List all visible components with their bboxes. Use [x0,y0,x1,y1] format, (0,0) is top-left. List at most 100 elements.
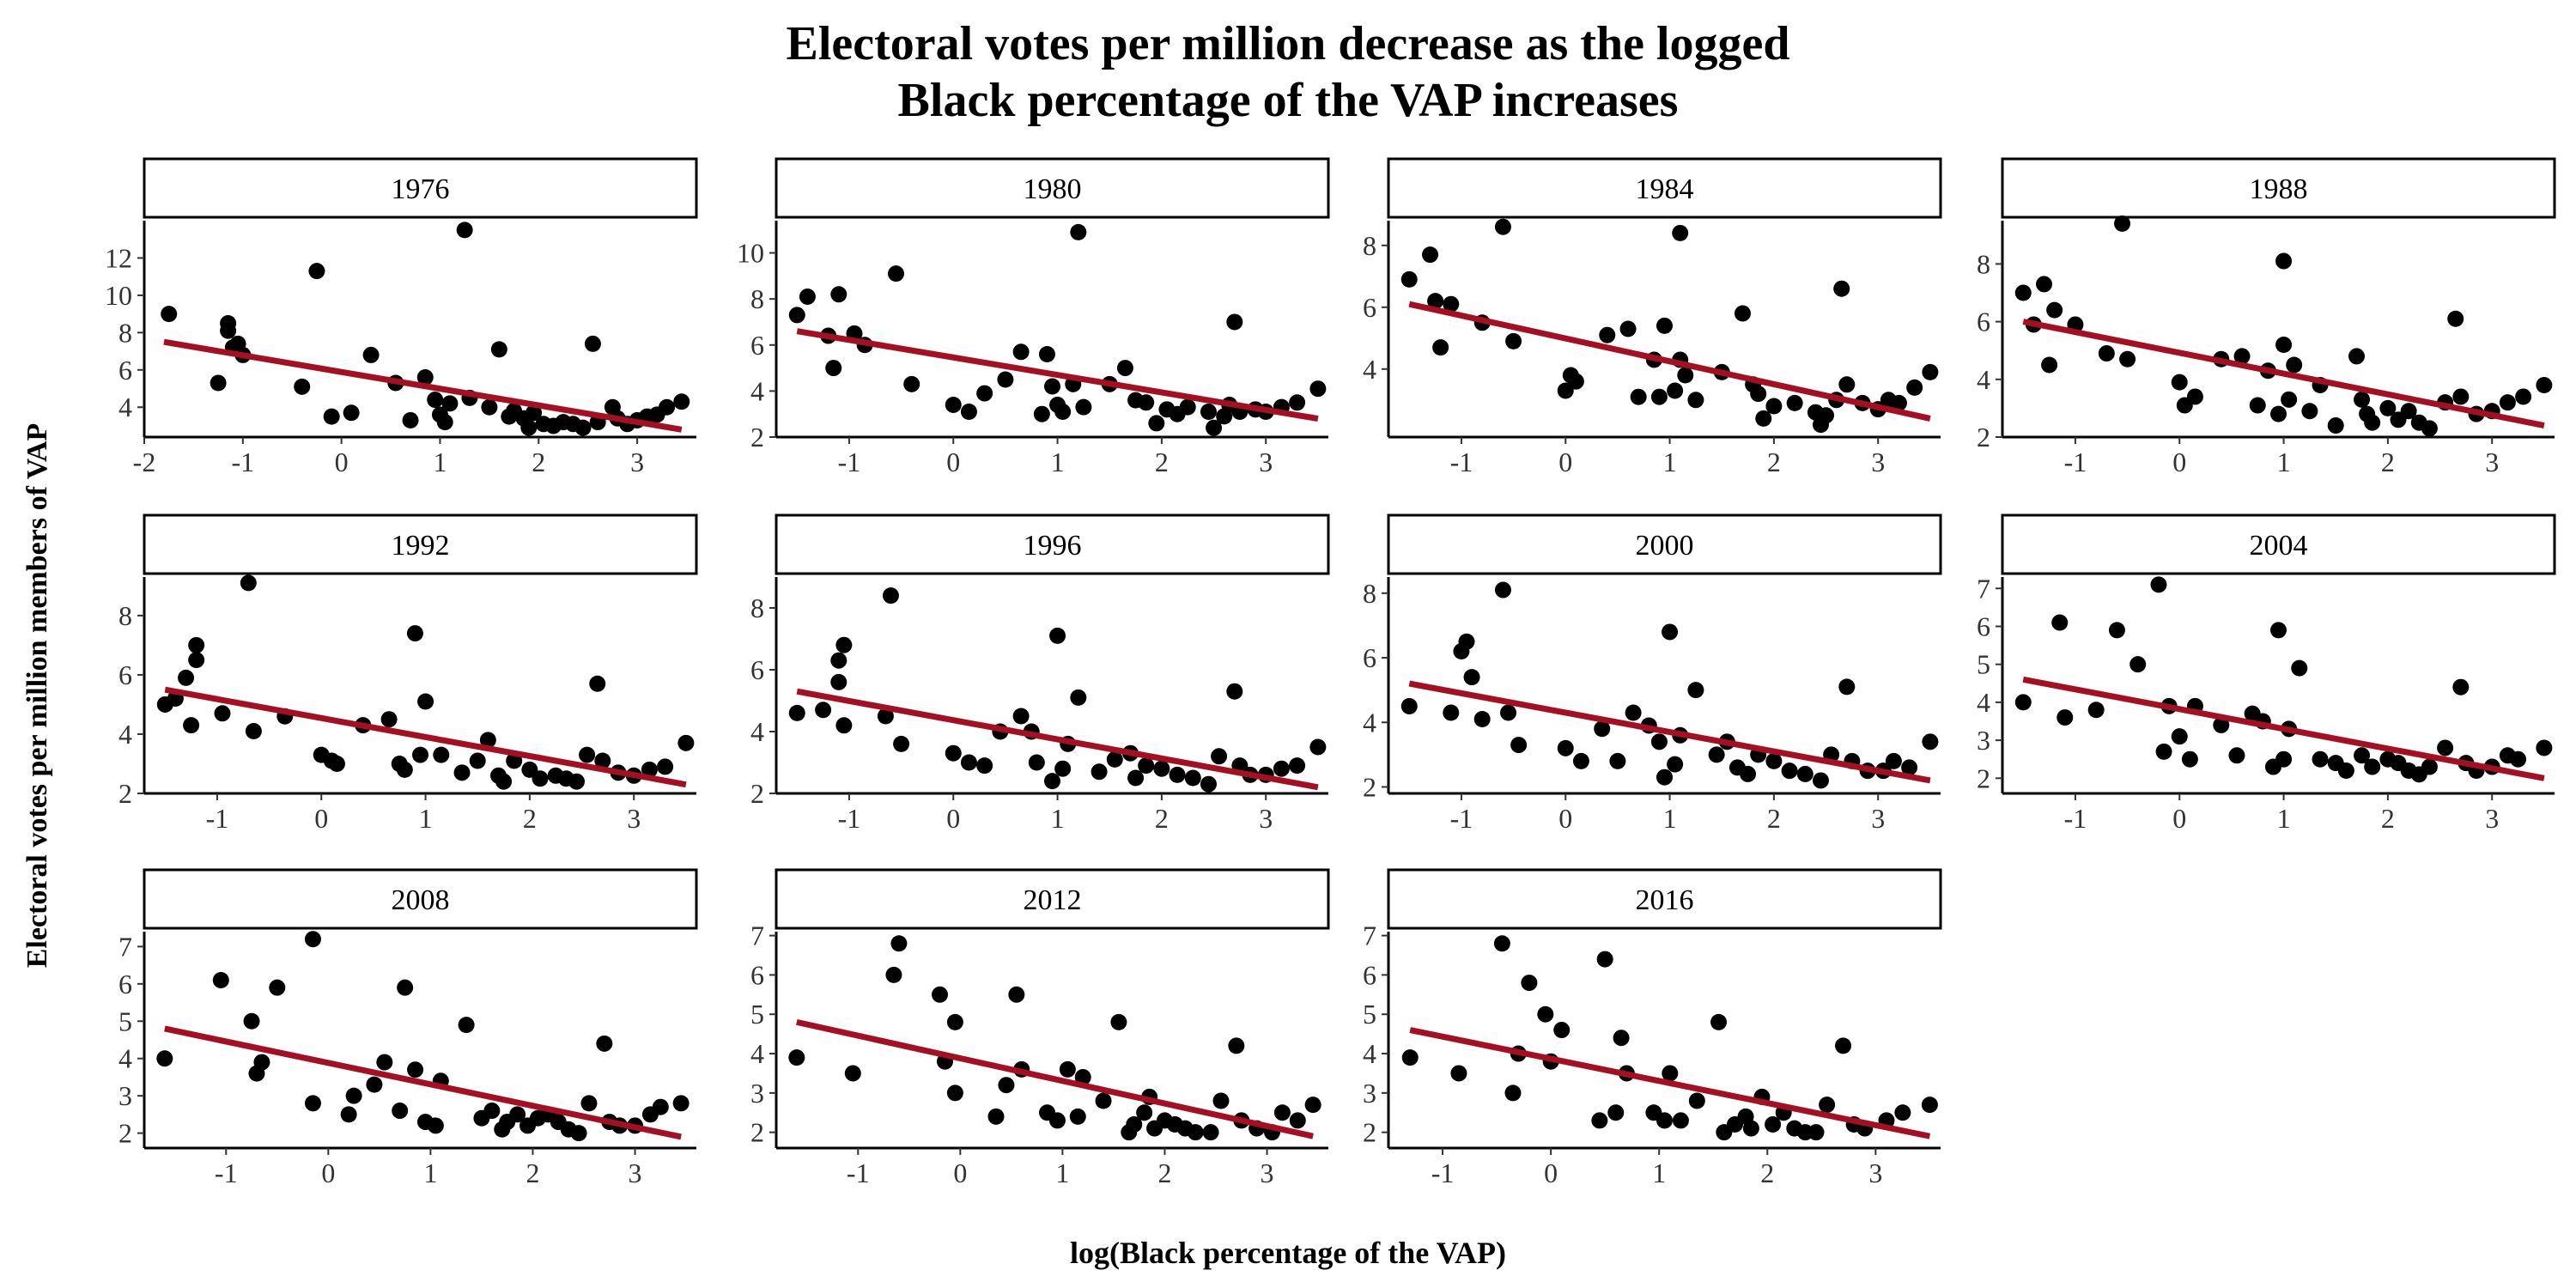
data-point [1613,1030,1630,1047]
data-point [1504,1084,1522,1102]
data-point [1169,766,1186,783]
facet-panel-1988: 1988 2 4 6 8 -1 0 1 2 3 [1977,157,2556,477]
y-tick-label: 7 [1977,573,1990,604]
x-tick-label: 3 [1868,1157,1882,1188]
data-point [1075,398,1092,416]
data-point [1473,710,1491,727]
data-point [1500,704,1517,721]
data-point [673,393,690,410]
data-point [483,1103,501,1120]
data-point [1200,404,1217,421]
data-point [2228,747,2245,764]
y-tick-label: 4 [1363,354,1376,385]
data-point [579,746,596,763]
x-tick-label: 1 [1663,447,1677,477]
data-point [1630,388,1647,405]
data-point [677,734,695,751]
data-point [253,1054,270,1071]
data-point [532,770,549,787]
data-point [2014,284,2032,301]
facet-strip [143,157,698,219]
data-point [2213,716,2230,733]
x-tick-label: 2 [2381,803,2395,834]
facet-panel-1996: 1996 2 4 6 8 -1 0 1 2 3 [750,513,1330,834]
data-point [788,307,805,324]
data-point [1091,763,1108,781]
data-point [830,652,848,669]
y-tick-label: 4 [1363,707,1376,738]
facet-strip [143,868,698,930]
data-point [1187,1124,1204,1141]
data-point [427,1117,444,1134]
x-tick-label: -1 [1450,803,1473,834]
y-tick-label: 4 [750,716,764,747]
data-point [2129,656,2147,673]
y-tick-label: 4 [1977,687,1990,718]
data-point [1033,405,1050,422]
y-tick-label: 8 [1363,230,1376,261]
x-tick-label: 2 [532,447,545,477]
data-point [1591,1112,1608,1129]
data-point [946,1084,963,1102]
data-point [1567,373,1584,390]
data-point [2421,420,2438,437]
x-tick-label: 0 [953,1157,967,1188]
fit-line [1408,301,1931,422]
data-point [893,735,910,752]
data-point [2281,391,2298,408]
data-point [946,1013,963,1030]
data-point [1607,1104,1625,1121]
data-point [1422,246,1439,264]
data-point [1273,760,1290,777]
data-point [641,761,658,778]
data-point [1153,760,1170,777]
y-tick-label: 7 [1363,920,1376,951]
data-point [1594,720,1611,738]
data-point [1095,1092,1112,1109]
y-tick-label: 6 [118,355,132,386]
data-point [188,636,205,653]
fit-line [796,688,1319,791]
data-point [1838,678,1856,696]
data-point [2270,622,2287,639]
x-tick-label: 3 [2485,803,2499,834]
x-tick-label: 2 [1157,1157,1171,1188]
facet-panel-1992: 1992 2 4 6 8 -1 0 1 2 3 [118,513,698,834]
y-tick-label: 5 [118,1005,132,1036]
data-point [825,360,842,377]
data-point [1505,332,1522,349]
y-tick-label: 10 [737,238,764,269]
y-tick-label: 8 [750,283,764,314]
data-point [1521,975,1538,992]
data-point [1273,1104,1291,1121]
data-point [1059,1060,1076,1078]
data-point [402,411,419,428]
y-tick-label: 2 [750,422,764,453]
fit-line [1408,680,1931,784]
data-point [1184,769,1201,787]
data-point [1228,1037,1245,1054]
x-tick-label: -1 [1450,447,1473,477]
data-point [269,979,286,996]
data-point [1742,1120,1759,1137]
data-point [1179,398,1196,416]
data-point [2327,417,2344,434]
x-tick-label: 1 [1055,1157,1069,1188]
data-point [340,1106,357,1123]
y-tick-label: 8 [118,600,132,631]
x-tick-label: 2 [1155,803,1169,834]
data-point [441,395,459,412]
data-point [458,1017,475,1034]
x-tick-label: 0 [1558,803,1572,834]
data-point [594,752,611,769]
fit-line [1409,1027,1931,1139]
data-point [1200,775,1217,793]
data-point [1708,746,1725,763]
data-point [2515,388,2532,405]
x-tick-label: 1 [2277,803,2291,834]
data-point [210,374,227,392]
y-tick-label: 4 [1363,1038,1376,1069]
data-point [657,758,674,775]
data-point [2150,576,2167,593]
x-tick-label: 1 [1652,1157,1666,1188]
